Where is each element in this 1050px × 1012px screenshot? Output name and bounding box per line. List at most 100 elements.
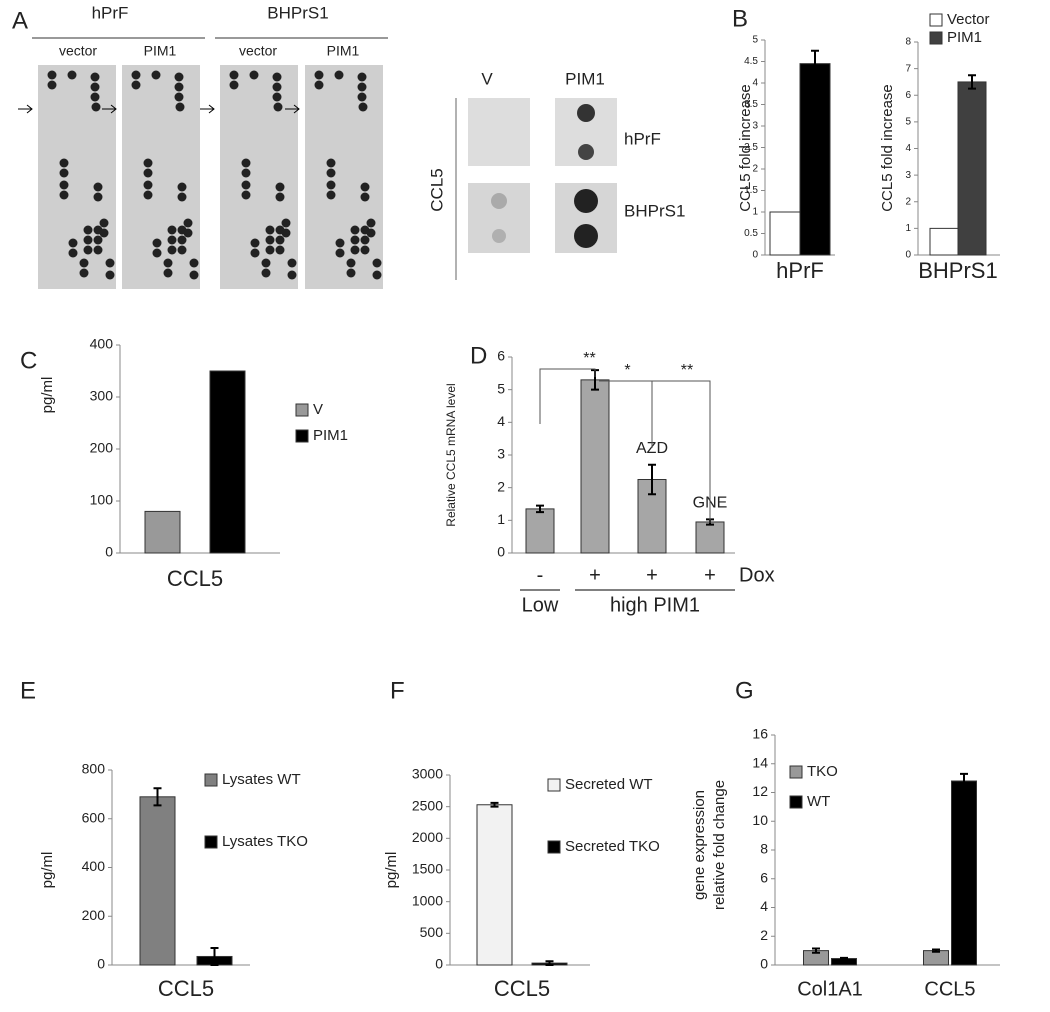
y-tick-label: 6 [760, 869, 768, 885]
y-tick-label: 0 [97, 956, 105, 972]
blot-dot [326, 190, 336, 200]
legend-label: Vector [947, 11, 990, 28]
blot-dot [143, 180, 153, 190]
bar [695, 521, 725, 554]
x-tick-label: CCL5 [167, 566, 223, 591]
blot-dot [83, 245, 93, 255]
dot [574, 189, 598, 213]
bracket [539, 368, 596, 424]
legend-label: PIM1 [947, 29, 982, 46]
y-tick-label: 2 [497, 478, 505, 494]
blot-header: PIM1 [327, 43, 360, 59]
y-axis-label: gene expression [691, 790, 708, 900]
blot-dot [167, 245, 177, 255]
blot-dot [143, 168, 153, 178]
arrow [285, 104, 300, 114]
blot-dot [334, 70, 344, 80]
blot-dot [59, 190, 69, 200]
error-bar [490, 801, 499, 808]
x-tick-label: + [704, 564, 716, 586]
y-tick-label: 200 [90, 440, 114, 456]
bar [144, 510, 181, 554]
bar [580, 379, 610, 554]
blot-dot [326, 180, 336, 190]
legend-swatch [204, 835, 218, 849]
legend-label: WT [807, 793, 830, 810]
blot-dot [143, 158, 153, 168]
y-tick-label: 400 [90, 336, 114, 352]
y-tick-label: 3 [497, 446, 505, 462]
significance: ** [583, 350, 595, 367]
legend-swatch [929, 31, 943, 45]
bar-label: AZD [636, 440, 668, 457]
y-tick-label: 3 [752, 121, 758, 132]
significance: ** [681, 362, 693, 379]
blot-dot [93, 245, 103, 255]
y-tick-label: 8 [905, 37, 911, 48]
x-tick-label: hPrF [776, 258, 824, 283]
blot-dot [357, 92, 367, 102]
y-tick-label: 1 [752, 207, 758, 218]
blot-dot [335, 238, 345, 248]
blot-dot [47, 80, 57, 90]
blot-dot [366, 228, 376, 238]
blot-dot [249, 70, 259, 80]
blot-dot [372, 270, 382, 280]
legend-label: PIM1 [313, 427, 348, 444]
blot-dot [281, 218, 291, 228]
blot-dot [250, 248, 260, 258]
blot-dot [275, 192, 285, 202]
blot-dot [314, 70, 324, 80]
error-bar [811, 49, 819, 78]
dot-image [468, 98, 530, 166]
x-tick-label: Col1A1 [797, 978, 863, 1000]
y-tick-label: 10 [752, 812, 768, 828]
blot-dot [366, 218, 376, 228]
blot-dot [47, 70, 57, 80]
blot-dot [174, 82, 184, 92]
error-bar [210, 946, 219, 966]
dot-row: BHPrS1 [624, 201, 685, 220]
blot-dot [241, 168, 251, 178]
dot-row: hPrF [624, 129, 661, 148]
y-tick-label: 0 [497, 544, 505, 560]
y-tick-label: 16 [752, 726, 768, 742]
legend-swatch [929, 13, 943, 27]
blot-dot [177, 235, 187, 245]
significance: * [624, 362, 630, 379]
error-bar [840, 956, 848, 961]
legend-swatch [789, 765, 803, 779]
blot-image [305, 65, 383, 289]
y-tick-label: 600 [82, 809, 106, 825]
y-tick-label: 6 [905, 90, 911, 101]
y-tick-label: 200 [82, 907, 106, 923]
legend-label: Secreted WT [565, 776, 653, 793]
y-tick-label: 7 [905, 63, 911, 74]
blot-dot [241, 190, 251, 200]
bar [923, 950, 949, 966]
blot-dot [265, 225, 275, 235]
x-tick-label: + [589, 564, 601, 586]
dot [577, 104, 595, 122]
x-tick-label: CCL5 [494, 976, 550, 1001]
legend-label: TKO [807, 763, 838, 780]
legend-swatch [204, 773, 218, 787]
panel-label: E [20, 677, 36, 704]
y-tick-label: 0 [105, 544, 113, 560]
x-tick-label: BHPrS1 [918, 258, 997, 283]
blot-dot [163, 268, 173, 278]
legend-label: V [313, 401, 323, 418]
blot-dot [93, 192, 103, 202]
x-tick-label: CCL5 [924, 978, 975, 1000]
blot-dot [93, 235, 103, 245]
blot-dot [183, 218, 193, 228]
blot-dot [68, 248, 78, 258]
blot-dot [241, 158, 251, 168]
error-bar [932, 948, 940, 953]
dot [578, 144, 594, 160]
blot-dot [183, 228, 193, 238]
blot-image [122, 65, 200, 289]
blot-dot [79, 268, 89, 278]
blot-dot [167, 225, 177, 235]
